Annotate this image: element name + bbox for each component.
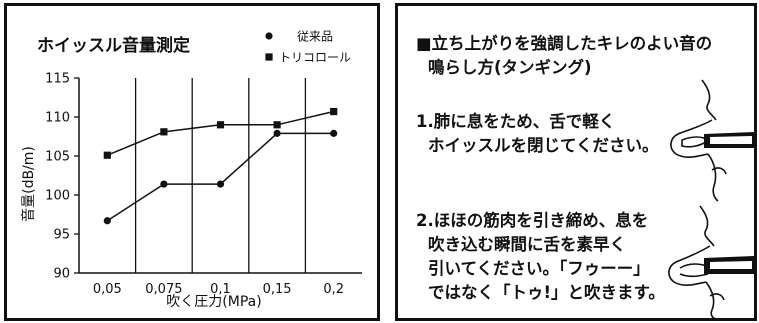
- data-point-circle: [273, 129, 281, 137]
- y-tick-label: 90: [53, 267, 70, 282]
- legend-marker-circle: [265, 32, 273, 40]
- step2-line-4: ではなく「トゥ!」と吹きます。: [428, 283, 665, 302]
- heading-line-2: 鳴らし方(タンギング): [428, 58, 592, 77]
- plot-area: 90 95 100 105 110 115 0,05 0,075 0,1 0,15 0,2: [45, 72, 362, 297]
- chart-title: ホイッスル音量測定: [37, 35, 190, 56]
- x-tick-label: 0,2: [323, 282, 344, 297]
- data-point-square: [103, 151, 111, 159]
- y-axis-title: 音量(dB/m): [20, 146, 37, 222]
- y-tick-label: 100: [45, 189, 70, 204]
- whistle-mouth-illustration-closed: [670, 79, 754, 202]
- y-tick-label: 95: [53, 228, 70, 243]
- data-point-square: [273, 121, 281, 129]
- y-tick-label: 105: [45, 150, 70, 165]
- x-tick-label: 0,05: [93, 282, 122, 297]
- step1-line-1: 1.肺に息をため、舌で軽く: [416, 112, 616, 131]
- step2-line-3: 引いてください。「フゥーー」: [428, 259, 650, 278]
- x-axis-title: 吹く圧力(MPa): [166, 294, 261, 310]
- data-point-square: [160, 128, 168, 136]
- step1-line-2: ホイッスルを閉じてください。: [428, 136, 659, 155]
- legend-marker-square: [265, 53, 273, 61]
- series-line-1: [106, 132, 334, 222]
- data-point-square: [330, 107, 338, 116]
- chart-panel: ホイッスル音量測定 従来品トリコロール 90 95 100 105 110 115 0,05…: [4, 3, 380, 321]
- x-tick-label: 0,1: [210, 282, 231, 297]
- data-point-circle: [330, 129, 338, 137]
- x-tick-label: 0,075: [145, 282, 182, 297]
- whistle-mouth-illustration-open: [668, 205, 754, 320]
- instructions-panel: ■立ち上がりを強調したキレのよい音の 鳴らし方(タンギング) 1.肺に息をため、…: [395, 3, 757, 321]
- data-point-square: [216, 121, 225, 129]
- step2-line-1: 2.ほほの筋肉を引き締め、息を: [416, 211, 649, 230]
- y-tick-label: 115: [45, 72, 70, 87]
- data-point-circle: [103, 217, 111, 225]
- legend-label-2: トリコロール: [279, 51, 351, 65]
- heading-line-1: ■立ち上がりを強調したキレのよい音の: [416, 34, 713, 53]
- data-point-circle: [216, 180, 225, 188]
- y-tick-label: 110: [45, 111, 70, 126]
- legend-label-1: 従来品: [297, 30, 333, 44]
- step2-line-2: 吹き込む瞬間に舌を素早く: [428, 235, 626, 254]
- data-point-circle: [160, 180, 168, 188]
- x-tick-label: 0,15: [263, 282, 292, 297]
